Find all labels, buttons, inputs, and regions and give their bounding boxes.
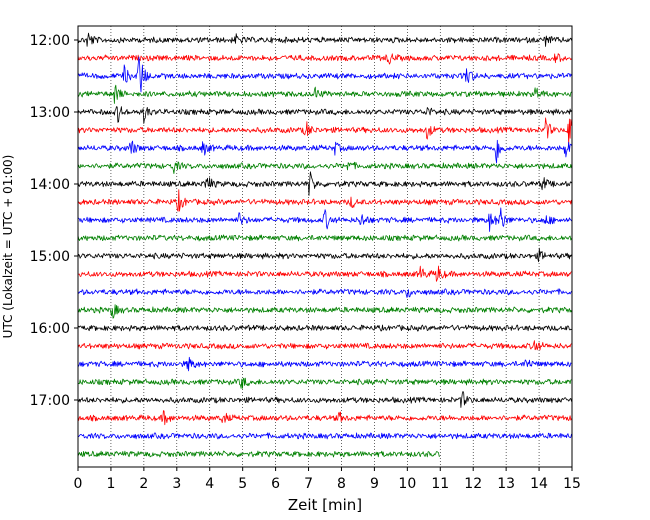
y-tick-label: 17:00	[30, 393, 70, 409]
y-tick-label: 16:00	[30, 321, 70, 337]
x-tick-label: 0	[74, 476, 83, 492]
x-tick-label: 6	[271, 476, 280, 492]
x-tick-label: 12	[464, 476, 482, 492]
seismogram-trace	[77, 56, 572, 93]
seismogram-trace	[77, 84, 572, 104]
x-tick-label: 9	[370, 476, 379, 492]
x-tick-label: 8	[337, 476, 346, 492]
seismogram-trace	[77, 432, 572, 440]
x-tick-label: 3	[172, 476, 181, 492]
x-tick-label: 11	[431, 476, 449, 492]
y-axis-title: UTC (Lokalzeit = UTC + 01:00)	[1, 155, 15, 339]
plot-area-frame	[77, 25, 573, 468]
x-tick-label: 14	[530, 476, 548, 492]
seismogram-trace	[77, 234, 572, 242]
y-tick-label: 15:00	[30, 249, 70, 265]
seismogram-trace	[77, 410, 572, 426]
seismogram-trace	[77, 207, 572, 232]
seismogram-trace	[77, 139, 572, 164]
seismogram-trace	[77, 161, 572, 174]
seismogram-trace	[78, 189, 572, 212]
seismogram-trace	[77, 171, 572, 196]
x-tick-label: 10	[398, 476, 416, 492]
x-axis: 0 1 2 3 4 5 6 7 8 9 10 11 12 13 14 15	[74, 467, 581, 492]
seismogram-trace	[77, 450, 441, 458]
seismogram-trace	[77, 265, 572, 282]
x-tick-label: 1	[106, 476, 115, 492]
x-tick-label: 4	[205, 476, 214, 492]
seismogram-trace	[77, 356, 572, 372]
seismogram-trace	[77, 247, 572, 263]
y-axis: 12:00 13:00 14:00 15:00 16:00 17:00	[30, 33, 78, 409]
x-tick-label: 2	[139, 476, 148, 492]
x-axis-title: Zeit [min]	[288, 496, 362, 514]
seismogram-trace	[77, 32, 572, 47]
x-tick-label: 5	[238, 476, 247, 492]
seismogram-trace	[77, 391, 572, 408]
seismogram-trace	[77, 304, 572, 319]
seismogram-trace	[77, 324, 572, 332]
y-tick-label: 14:00	[30, 177, 70, 193]
seismogram-trace	[77, 288, 572, 298]
y-tick-label: 13:00	[30, 105, 70, 121]
seismogram-trace	[77, 340, 572, 351]
seismogram-traces	[77, 32, 572, 458]
x-tick-label: 15	[563, 476, 581, 492]
y-tick-label: 12:00	[30, 33, 70, 49]
seismogram-trace	[77, 117, 572, 146]
x-tick-label: 7	[304, 476, 313, 492]
seismogram-trace	[77, 106, 572, 124]
x-tick-label: 13	[497, 476, 515, 492]
seismogram-trace	[77, 377, 572, 389]
seismogram-trace	[77, 53, 572, 65]
